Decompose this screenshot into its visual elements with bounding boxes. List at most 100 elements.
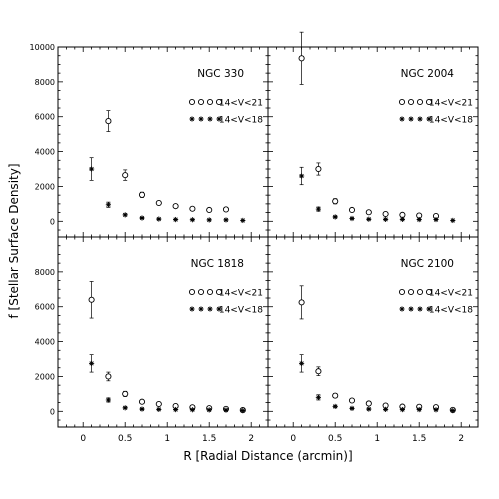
data-point-asterisk <box>399 216 405 222</box>
x-axis: 0 0 0.5 0.5 1 1 1.5 1.5 2 2 <box>80 434 464 444</box>
legend-marker-asterisk <box>408 116 414 122</box>
series-circle <box>105 110 230 214</box>
legend-marker-asterisk <box>189 306 195 312</box>
data-point-asterisk <box>299 173 305 179</box>
legend-marker-circle <box>197 288 205 296</box>
y-tick-label: 0 <box>50 407 55 416</box>
legend-marker-asterisk <box>399 116 405 122</box>
legend-marker-circle <box>197 98 205 106</box>
legend-marker-asterisk <box>426 116 432 122</box>
data-point-asterisk <box>315 394 321 400</box>
data-point-asterisk <box>223 407 229 413</box>
legend-label: 14<V<18 <box>219 116 263 126</box>
y-tick-label: 8000 <box>35 268 55 277</box>
y-tick-label: 4000 <box>35 148 55 157</box>
legend-marker-asterisk <box>207 306 213 312</box>
legend-marker-asterisk <box>408 306 414 312</box>
data-point-asterisk <box>433 216 439 223</box>
data-point-circle <box>138 191 146 198</box>
data-point-circle <box>298 299 305 306</box>
data-point-asterisk <box>156 406 162 412</box>
data-point-circle <box>399 211 406 218</box>
legend-marker-asterisk <box>216 306 222 312</box>
x-tick-label: 1.5 <box>412 434 426 444</box>
legend-label: 14<V<18 <box>219 306 263 316</box>
data-point-circle <box>138 398 146 405</box>
panel-frame <box>267 236 479 428</box>
series-asterisk <box>89 354 246 414</box>
data-point-asterisk <box>299 360 305 366</box>
panel-title: NGC 1818 <box>191 258 244 270</box>
y-tick-label: 6000 <box>35 113 55 122</box>
data-point-circle <box>332 198 339 205</box>
series-asterisk <box>299 166 456 224</box>
legend-marker-asterisk <box>399 306 405 312</box>
y-tick-label: 2000 <box>35 182 55 191</box>
data-point-asterisk <box>223 217 229 223</box>
data-point-asterisk <box>450 408 456 414</box>
legend-marker-circle <box>188 288 196 296</box>
legend-marker-asterisk <box>216 116 222 122</box>
panel-1: NGC 2004 14<V<21 14<V<18 <box>267 31 479 238</box>
legend-marker-circle <box>425 98 433 106</box>
x-tick-label: 0 <box>80 434 86 444</box>
data-point-asterisk <box>383 406 389 412</box>
legend-marker-asterisk <box>426 306 432 312</box>
legend-label: 14<V<18 <box>429 306 473 316</box>
panel-0: NGC 330 14<V<21 14<V<18 <box>57 46 269 238</box>
y-tick-label: 0 <box>50 217 55 226</box>
data-point-asterisk <box>139 406 145 412</box>
y-axis-label: f [Stellar Surface Density] <box>7 163 21 318</box>
series-circle <box>298 31 440 220</box>
legend-marker-circle <box>407 288 415 296</box>
data-point-circle <box>172 203 179 210</box>
y-tick-label: 6000 <box>35 303 55 312</box>
data-point-asterisk <box>189 407 195 413</box>
data-point-asterisk <box>139 215 145 221</box>
data-point-asterisk <box>383 216 389 222</box>
x-tick-label: 0 <box>290 434 296 444</box>
legend-marker-circle <box>188 98 196 106</box>
x-tick-label: 2 <box>248 434 254 444</box>
data-point-asterisk <box>173 406 179 413</box>
y-axes: 0 2000 4000 6000 8000 10000 0 2000 4000 6000 8000 <box>30 43 55 416</box>
data-point-asterisk <box>189 217 195 223</box>
legend-marker-circle <box>425 288 433 296</box>
legend-marker-circle <box>416 98 424 106</box>
x-tick-label: 1 <box>164 434 170 444</box>
legend-marker-circle <box>206 98 214 106</box>
legend-label: 14<V<21 <box>219 99 263 109</box>
legend-marker-asterisk <box>198 306 204 312</box>
data-point-asterisk <box>105 202 111 208</box>
y-tick-label: 8000 <box>35 78 55 87</box>
data-point-asterisk <box>349 215 355 222</box>
legend: 14<V<21 14<V<18 <box>188 288 263 316</box>
legend-label: 14<V<21 <box>429 289 473 299</box>
data-point-circle <box>315 165 322 173</box>
legend-marker-asterisk <box>417 116 423 122</box>
x-tick-label: 1.5 <box>202 434 216 444</box>
legend-marker-asterisk <box>189 116 195 122</box>
data-point-circle <box>105 373 112 380</box>
legend-marker-circle <box>416 288 424 296</box>
data-point-circle <box>206 206 213 214</box>
series-asterisk <box>89 157 246 224</box>
data-point-circle <box>105 118 112 125</box>
data-point-asterisk <box>122 405 128 411</box>
data-point-asterisk <box>366 406 372 412</box>
data-point-asterisk <box>416 406 422 413</box>
data-point-asterisk <box>89 360 95 366</box>
data-point-circle <box>222 206 230 213</box>
data-point-asterisk <box>450 217 456 224</box>
x-tick-label: 1 <box>374 434 380 444</box>
data-point-circle <box>155 400 162 408</box>
x-tick-label: 0.5 <box>118 434 132 444</box>
legend-label: 14<V<21 <box>219 289 263 299</box>
legend-label: 14<V<21 <box>429 99 473 109</box>
y-tick-label: 4000 <box>35 338 55 347</box>
data-point-circle <box>122 172 129 179</box>
data-point-circle <box>315 368 322 375</box>
legend-marker-circle <box>206 288 214 296</box>
